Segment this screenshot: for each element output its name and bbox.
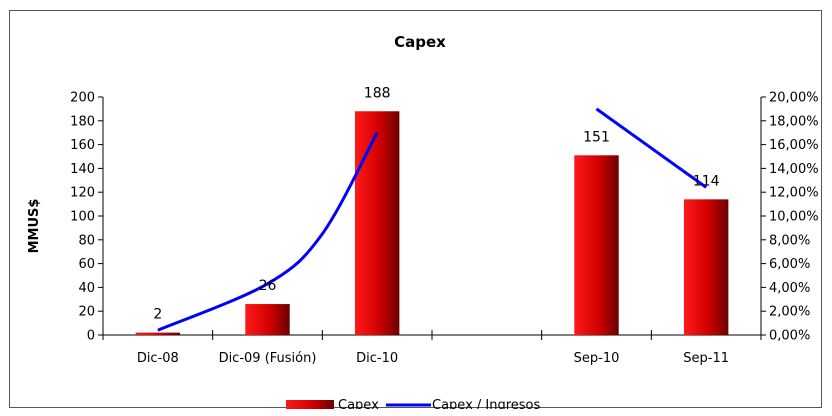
y-tick-label-right: 14,00%	[769, 162, 819, 177]
x-tick-label: Sep-10	[574, 351, 620, 366]
legend-capex-swatch	[286, 400, 334, 410]
capex-bar	[245, 304, 290, 335]
y-tick-label-right: 2,00%	[769, 305, 810, 320]
data-labels: 2 26 188 151 114	[153, 85, 719, 322]
capex-bar	[354, 111, 400, 335]
y-tick-label-right: 10,00%	[769, 210, 819, 225]
x-tick-label: Sep-11	[683, 351, 729, 366]
x-tick-label: Dic-10	[356, 351, 398, 366]
capex-bar	[683, 199, 729, 335]
capex-data-label: 2	[153, 307, 162, 323]
y-tick-label-left: 100	[70, 210, 95, 225]
y-tick-label-right: 20,00%	[769, 91, 819, 106]
capex-data-label: 188	[364, 85, 391, 101]
capex-bar	[135, 332, 181, 335]
y-tick-label-right: 0,00%	[769, 329, 810, 344]
capex-bar	[574, 155, 619, 335]
y-tick-label-left: 120	[70, 186, 95, 201]
x-tick-label: Dic-08	[137, 351, 179, 366]
y-tick-label-right: 6,00%	[769, 257, 810, 272]
y-tick-label-left: 40	[78, 281, 95, 296]
capex-data-label: 114	[693, 173, 720, 189]
x-tick-label: Dic-09 (Fusión)	[219, 351, 317, 366]
y-tick-label-right: 12,00%	[769, 186, 819, 201]
capex-chart: Capex MMUS$ 0204060801001201401601802000…	[27, 33, 819, 413]
capex-ratio-line	[595, 107, 708, 189]
bars	[135, 111, 729, 335]
capex-ratio-line	[157, 131, 379, 332]
capex-data-label: 26	[259, 278, 277, 294]
legend-capex-label: Capex	[338, 398, 379, 409]
y-tick-label-left: 200	[70, 91, 95, 106]
y-tick-label-left: 80	[78, 233, 95, 248]
axes: 0 20 40 60 80 100 120 140 160 180 200 0,00% 2,00% 4,0…	[70, 91, 818, 367]
y-tick-label-left: 140	[70, 162, 95, 177]
y-tick-label-left: 0	[87, 329, 95, 344]
y-axis-label: MMUS$	[27, 199, 42, 254]
y-tick-label-right: 4,00%	[769, 281, 810, 296]
y-tick-label-left: 160	[70, 138, 95, 153]
y-tick-label-left: 180	[70, 114, 95, 129]
chart-title: Capex	[394, 33, 446, 51]
capex-data-label: 151	[583, 129, 610, 145]
y-tick-label-right: 18,00%	[769, 114, 819, 129]
ratio-lines	[157, 107, 708, 332]
legend: Capex Capex / Ingresos	[286, 398, 541, 413]
y-tick-label-right: 8,00%	[769, 233, 810, 248]
legend-ratio-label: Capex / Ingresos	[432, 398, 541, 409]
y-tick-label-right: 16,00%	[769, 138, 819, 153]
chart-frame: Capex MMUS$ 0 20 40 60 80 100 120 140 160 180 200 0…	[9, 10, 822, 413]
y-tick-label-left: 60	[78, 257, 95, 272]
y-tick-label-left: 20	[78, 305, 95, 320]
